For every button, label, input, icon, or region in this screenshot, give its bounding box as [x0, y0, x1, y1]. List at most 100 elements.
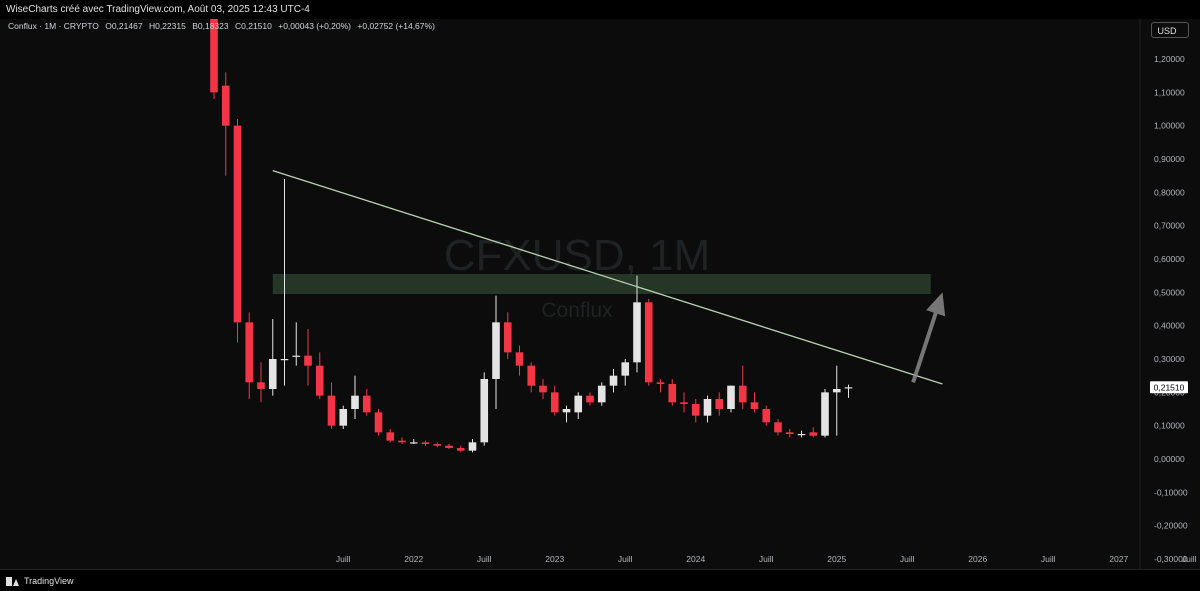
legend-change: +0,00043 (+0,20%): [278, 21, 352, 31]
candle-33: [597, 382, 606, 406]
candle-32: [586, 392, 594, 406]
candle-31: [574, 392, 583, 419]
candle-29: [550, 385, 559, 416]
candle-body: [738, 385, 747, 403]
candle-40: [680, 392, 688, 413]
time-tick-label: Juill: [900, 554, 915, 564]
legend-change-2: +0,02752 (+14,67%): [357, 21, 435, 31]
candle-37: [644, 299, 653, 386]
candle-18: [421, 440, 430, 446]
time-tick-label: Juill: [477, 554, 492, 564]
time-tick-label: Juill: [618, 554, 633, 564]
candlestick-chart[interactable]: CFXUSD, 1M Conflux 1,200001,100001,00000…: [0, 19, 1200, 569]
candle-35: [621, 359, 630, 386]
legend-close: C0,21510: [234, 21, 272, 31]
tradingview-logo-icon: [6, 576, 20, 586]
candle-39: [668, 379, 677, 406]
legend-low: B0,18323: [192, 21, 229, 31]
candle-body: [644, 302, 653, 383]
candle-body: [315, 365, 324, 396]
candle-body: [691, 404, 700, 416]
candle-30: [562, 405, 571, 423]
candle-22: [468, 439, 477, 453]
candle-body: [257, 382, 265, 389]
candle-body: [304, 355, 312, 366]
time-tick-label: 2024: [686, 554, 705, 564]
price-tick-label: -0,10000: [1154, 487, 1188, 497]
candle-7: [292, 322, 301, 366]
price-tick-label: 0,10000: [1154, 421, 1185, 431]
legend-open: O0,21467: [105, 21, 143, 31]
candle-2: [233, 119, 242, 343]
candle-15: [386, 429, 395, 443]
candle-body: [503, 322, 512, 353]
candle-body: [550, 392, 559, 413]
candle-4: [257, 362, 265, 403]
candle-14: [374, 409, 383, 436]
price-tick-label: -0,20000: [1154, 521, 1188, 531]
footer: TradingView: [0, 569, 1200, 591]
candle-body: [762, 409, 771, 423]
candle-body: [268, 359, 277, 389]
candle-50: [797, 430, 806, 438]
candle-body: [597, 385, 606, 403]
candle-body: [386, 432, 395, 441]
chart-frame[interactable]: CFXUSD, 1M Conflux 1,20000 1,10000 1,00000…: [0, 19, 1200, 569]
price-tick-label: 1,10000: [1154, 87, 1185, 97]
candle-body: [280, 359, 289, 361]
candle-body: [774, 422, 782, 433]
candle-body: [480, 379, 489, 443]
projection-arrow-icon: [911, 292, 946, 383]
chart-header: WiseCharts créé avec TradingView.com, Ao…: [0, 0, 1200, 19]
time-tick-label: 2027: [1109, 554, 1128, 564]
candle-17: [409, 439, 418, 444]
candle-9: [315, 352, 324, 399]
price-tick-label: 1,00000: [1154, 121, 1185, 131]
candle-49: [785, 429, 794, 438]
candle-body: [433, 444, 442, 446]
candle-53: [832, 365, 841, 436]
candle-body: [680, 402, 688, 404]
time-axis[interactable]: Juill 2022 Juill 2023 Juill 2024 Juill 2025 Juil…: [336, 554, 1197, 564]
candle-body: [656, 382, 665, 384]
candle-51: [809, 427, 818, 438]
legend-symbol[interactable]: Conflux · 1M · CRYPTO: [8, 21, 99, 31]
drawings-layer: [272, 170, 946, 385]
candle-body: [586, 395, 594, 403]
candle-11: [339, 405, 348, 429]
candle-10: [327, 382, 336, 429]
price-tick-label: 0,40000: [1154, 321, 1185, 331]
candle-body: [409, 442, 418, 444]
price-tick-label: 0,00000: [1154, 454, 1185, 464]
candle-body: [668, 384, 677, 403]
candle-41: [691, 399, 700, 423]
trendline: [272, 170, 943, 385]
time-tick-label: Juill: [1041, 554, 1056, 564]
candle-16: [398, 437, 406, 444]
candle-23: [480, 372, 489, 446]
candle-body: [327, 395, 336, 426]
candle-47: [762, 405, 771, 426]
candle-42: [703, 395, 712, 423]
candle-8: [304, 329, 312, 386]
candle-body: [785, 432, 794, 434]
candle-48: [774, 419, 782, 436]
tradingview-logo[interactable]: TradingView: [6, 576, 74, 586]
last-price-box: [1150, 381, 1188, 394]
candle-body: [832, 389, 841, 393]
candle-body: [445, 445, 453, 448]
candle-body: [562, 409, 571, 413]
candle-body: [292, 355, 301, 357]
currency-button[interactable]: USD: [1151, 22, 1189, 38]
candle-body: [574, 395, 583, 413]
price-tick-label: -0,30000: [1154, 554, 1188, 564]
candle-body: [515, 352, 524, 366]
price-axis[interactable]: 1,20000 1,10000 1,00000 0,90000 0,80000 0,700…: [1154, 54, 1188, 564]
candle-body: [221, 85, 230, 126]
candle-body: [527, 365, 536, 386]
time-tick-label: Juill: [336, 554, 351, 564]
price-tick-label: 0,80000: [1154, 187, 1185, 197]
candle-12: [351, 375, 359, 419]
candle-body: [374, 412, 383, 433]
candle-0: [210, 19, 218, 99]
